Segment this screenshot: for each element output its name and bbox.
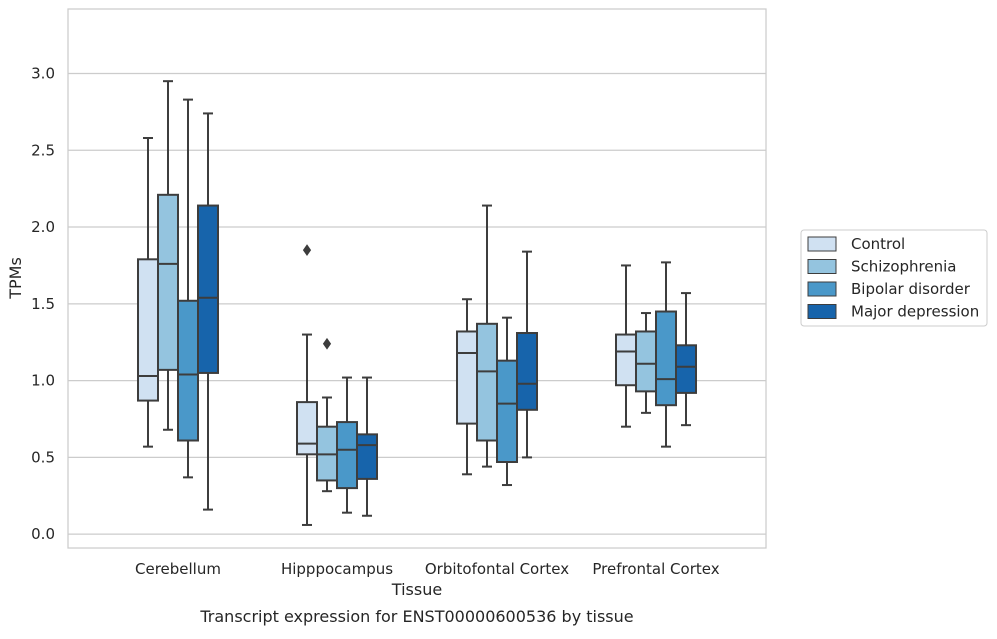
box-iqr (157, 193, 179, 371)
x-tick-label: Orbitofontal Cortex (425, 560, 569, 578)
legend-swatch (807, 304, 837, 319)
y-axis-title: TPMs (6, 257, 25, 300)
box-iqr (655, 310, 677, 407)
box-iqr (635, 330, 657, 393)
box-group (635, 312, 657, 414)
x-tick-label: Cerebellum (135, 560, 221, 578)
box-group (336, 376, 358, 514)
box-iqr (456, 330, 478, 425)
legend-label: Bipolar disorder (851, 280, 971, 298)
y-tick-labels: 0.0 0.5 1.0 1.5 2.0 2.5 3.0 (31, 64, 55, 543)
box-iqr (197, 204, 219, 374)
box-group (456, 298, 478, 476)
box-iqr (137, 258, 159, 402)
box-layer (137, 80, 697, 526)
y-tick-label: 2.0 (31, 218, 55, 236)
box-group (157, 80, 179, 431)
box-group (615, 264, 637, 428)
box-group (316, 337, 338, 493)
box-group (137, 136, 159, 448)
legend: Control Schizophrenia Bipolar disorder Majo… (800, 229, 988, 327)
box-iqr (516, 332, 538, 411)
box-group (476, 204, 498, 468)
box-group (197, 112, 219, 511)
y-tick-label: 0.0 (31, 525, 55, 543)
chart-caption: Transcript expression for ENST0000060053… (199, 607, 633, 626)
box-group (516, 250, 538, 459)
y-tick-label: 1.5 (31, 295, 55, 313)
box-group (655, 261, 677, 448)
box-iqr (336, 421, 358, 490)
box-iqr (496, 359, 518, 464)
box-group (675, 292, 697, 427)
legend-frame (800, 229, 988, 327)
legend-label: Control (851, 235, 905, 253)
x-axis-title: Tissue (391, 580, 442, 599)
legend-label: Major depression (851, 303, 979, 321)
outlier-point (322, 337, 332, 350)
x-tick-label: Prefrontal Cortex (592, 560, 719, 578)
box-iqr (177, 299, 199, 442)
box-group (496, 316, 518, 487)
legend-swatch (807, 259, 837, 274)
plot-frame (67, 8, 767, 549)
outlier-point (302, 244, 312, 256)
x-tick-label: Hipppocampus (281, 560, 393, 578)
box-group (177, 98, 199, 479)
box-iqr (675, 344, 697, 394)
legend-swatch (807, 236, 837, 252)
y-tick-label: 3.0 (31, 64, 55, 82)
box-iqr (296, 401, 318, 456)
box-group (356, 376, 378, 517)
legend-label: Schizophrenia (851, 258, 956, 276)
box-iqr (476, 322, 498, 442)
box-group (296, 244, 318, 526)
y-tick-label: 0.5 (31, 448, 55, 466)
y-tick-label: 2.5 (31, 141, 55, 159)
y-tick-label: 1.0 (31, 372, 55, 390)
x-tick-labels: Cerebellum Hipppocampus Orbitofontal Corte… (135, 560, 720, 578)
legend-swatch (807, 281, 837, 297)
box-iqr (615, 333, 637, 387)
box-iqr (356, 433, 378, 480)
